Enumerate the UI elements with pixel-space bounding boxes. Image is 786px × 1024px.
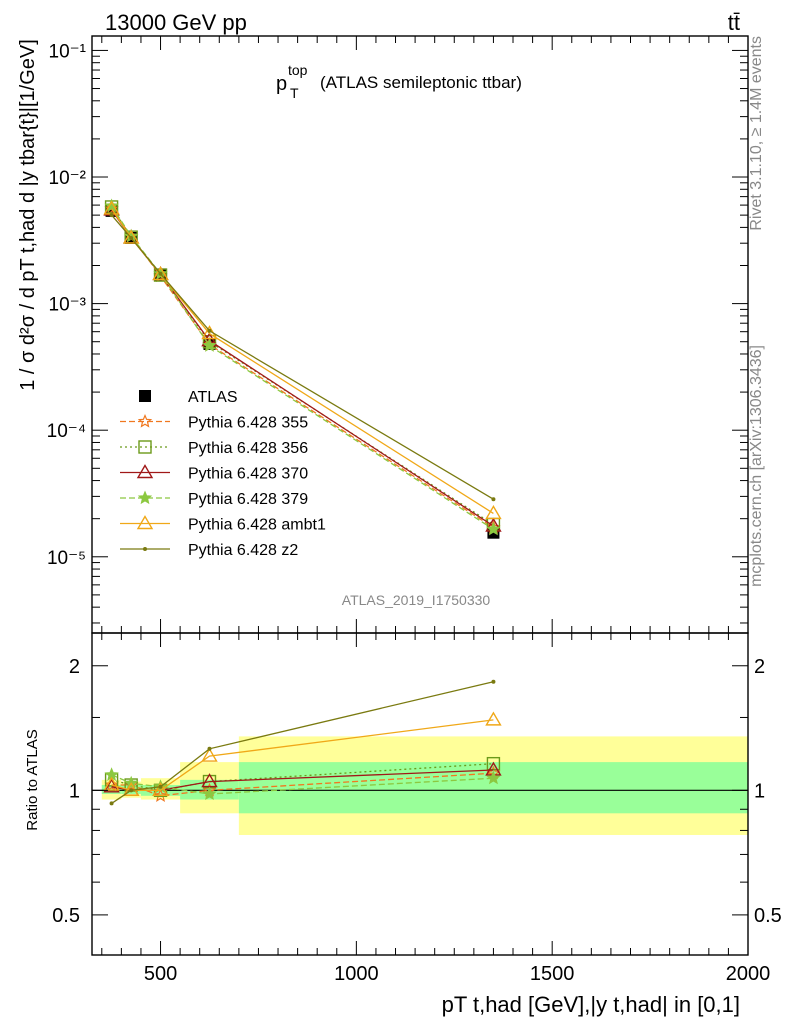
y-tick-label: 10⁻³ <box>49 295 87 316</box>
data-point-marker <box>486 756 501 771</box>
x-tick-label: 500 <box>144 963 177 985</box>
data-point-marker <box>201 747 218 762</box>
main-series-group <box>103 198 502 539</box>
series-pythia-6-428-379 <box>104 198 501 536</box>
ratio-y-tick-label: 0.5 <box>52 905 80 927</box>
data-point-marker <box>153 788 168 802</box>
legend-entry: Pythia 6.428 z2 <box>120 542 298 559</box>
ratio-y-tick-label-right: 2 <box>754 656 765 678</box>
data-point-marker <box>129 235 134 240</box>
ratio-y-tick-label: 2 <box>69 656 80 678</box>
legend-label: Pythia 6.428 z2 <box>188 542 298 559</box>
data-point-marker <box>137 490 153 505</box>
title-sup: top <box>288 62 308 78</box>
y-tick-label: 10⁻⁵ <box>47 548 86 569</box>
y-tick-label: 10⁻⁴ <box>47 421 86 442</box>
data-point-marker <box>104 201 119 215</box>
ratio-y-tick-label-right: 0.5 <box>754 905 782 927</box>
data-point-marker <box>104 198 119 213</box>
title-sub: T <box>290 85 299 101</box>
ratio-y-tick-label: 1 <box>69 780 80 802</box>
data-point-marker <box>152 781 169 797</box>
x-tick-label: 1000 <box>334 963 379 985</box>
y-tick-label: 10⁻¹ <box>49 41 87 62</box>
header-right: tt̄ <box>728 10 740 35</box>
data-point-marker <box>129 788 134 793</box>
legend-entry: Pythia 6.428 ambt1 <box>120 515 326 534</box>
data-point-marker <box>207 746 212 751</box>
legend-entry: Pythia 6.428 355 <box>120 413 308 432</box>
data-point-marker <box>491 497 496 502</box>
plot-frames <box>91 35 749 956</box>
legend-entry: Pythia 6.428 379 <box>120 490 308 508</box>
legend-label: Pythia 6.428 379 <box>188 491 308 508</box>
data-point-marker <box>486 770 501 785</box>
title-text: (ATLAS semileptonic ttbar) <box>320 73 522 92</box>
data-point-marker <box>158 784 163 789</box>
data-point-marker <box>122 229 140 244</box>
data-point-marker <box>136 464 154 479</box>
ratio-y-tick-label-right: 1 <box>754 780 765 802</box>
data-point-marker <box>485 711 502 726</box>
legend-label: Pythia 6.428 370 <box>188 466 308 483</box>
title-symbol: p <box>276 73 287 95</box>
x-tick-label: 1500 <box>530 963 575 985</box>
legend-entry: Pythia 6.428 356 <box>120 440 308 457</box>
data-point-marker <box>202 786 217 801</box>
data-point-marker <box>158 271 163 276</box>
data-point-marker <box>486 521 501 536</box>
data-point-marker <box>485 505 502 520</box>
ratio-frame <box>91 632 749 956</box>
data-point-marker <box>207 328 212 333</box>
data-point-marker <box>109 801 114 806</box>
data-point-marker <box>152 266 169 281</box>
data-point-marker <box>202 338 217 352</box>
legend-label: Pythia 6.428 356 <box>188 440 308 457</box>
data-point-marker <box>103 776 120 791</box>
ratio-bands <box>101 736 749 835</box>
ratio-series-group <box>103 679 502 806</box>
x-axis-label: pT t,had [GeV],|y t,had| in [0,1] <box>442 992 740 1017</box>
data-point-marker <box>109 213 114 218</box>
data-point-marker <box>139 390 151 402</box>
main-y-axis-label: 1 / σ d²σ / d pT t,had d |y tbar{t}|[1/G… <box>17 39 39 391</box>
legend-entry: Pythia 6.428 370 <box>120 464 308 483</box>
data-point-marker <box>143 547 147 551</box>
mcplots-label: mcplots.cern.ch [arXiv:1306.3436] <box>748 345 765 587</box>
ratio-series-pythia-6-428-z2 <box>109 679 496 806</box>
data-point-marker <box>137 413 153 428</box>
data-point-marker <box>136 515 154 530</box>
data-point-marker <box>138 440 152 454</box>
analysis-label: ATLAS_2019_I1750330 <box>342 592 491 608</box>
series-atlas <box>105 204 500 539</box>
series-pythia-6-428-z2 <box>109 213 496 502</box>
legend-label: Pythia 6.428 ambt1 <box>188 517 326 534</box>
ratio-y-axis-label: Ratio to ATLAS <box>24 729 41 830</box>
main-title: p top T (ATLAS semileptonic ttbar) <box>276 62 522 101</box>
legend-label: ATLAS <box>188 389 238 406</box>
ratio-line <box>111 719 494 791</box>
legend-entry: ATLAS <box>139 389 238 406</box>
x-tick-label: 2000 <box>726 963 771 985</box>
data-point-marker <box>491 679 496 684</box>
legend: ATLAS Pythia 6.428 355 Pythia 6.428 356 Pyt… <box>120 389 326 559</box>
y-tick-label: 10⁻² <box>49 168 87 189</box>
axis-ticks: 500 1000 1500 2000 10⁻⁵ 10⁻⁴ 10⁻³ 10⁻² 10⁻¹ 0.5 0.… <box>47 36 782 985</box>
rivet-label: Rivet 3.1.10, ≥ 1.4M events <box>748 36 765 231</box>
header-left: 13000 GeV pp <box>105 10 247 35</box>
legend-label: Pythia 6.428 355 <box>188 415 308 432</box>
series-pythia-6-428-355 <box>104 201 501 534</box>
data-point-marker <box>104 777 119 792</box>
ratio-band-inner <box>238 762 749 814</box>
